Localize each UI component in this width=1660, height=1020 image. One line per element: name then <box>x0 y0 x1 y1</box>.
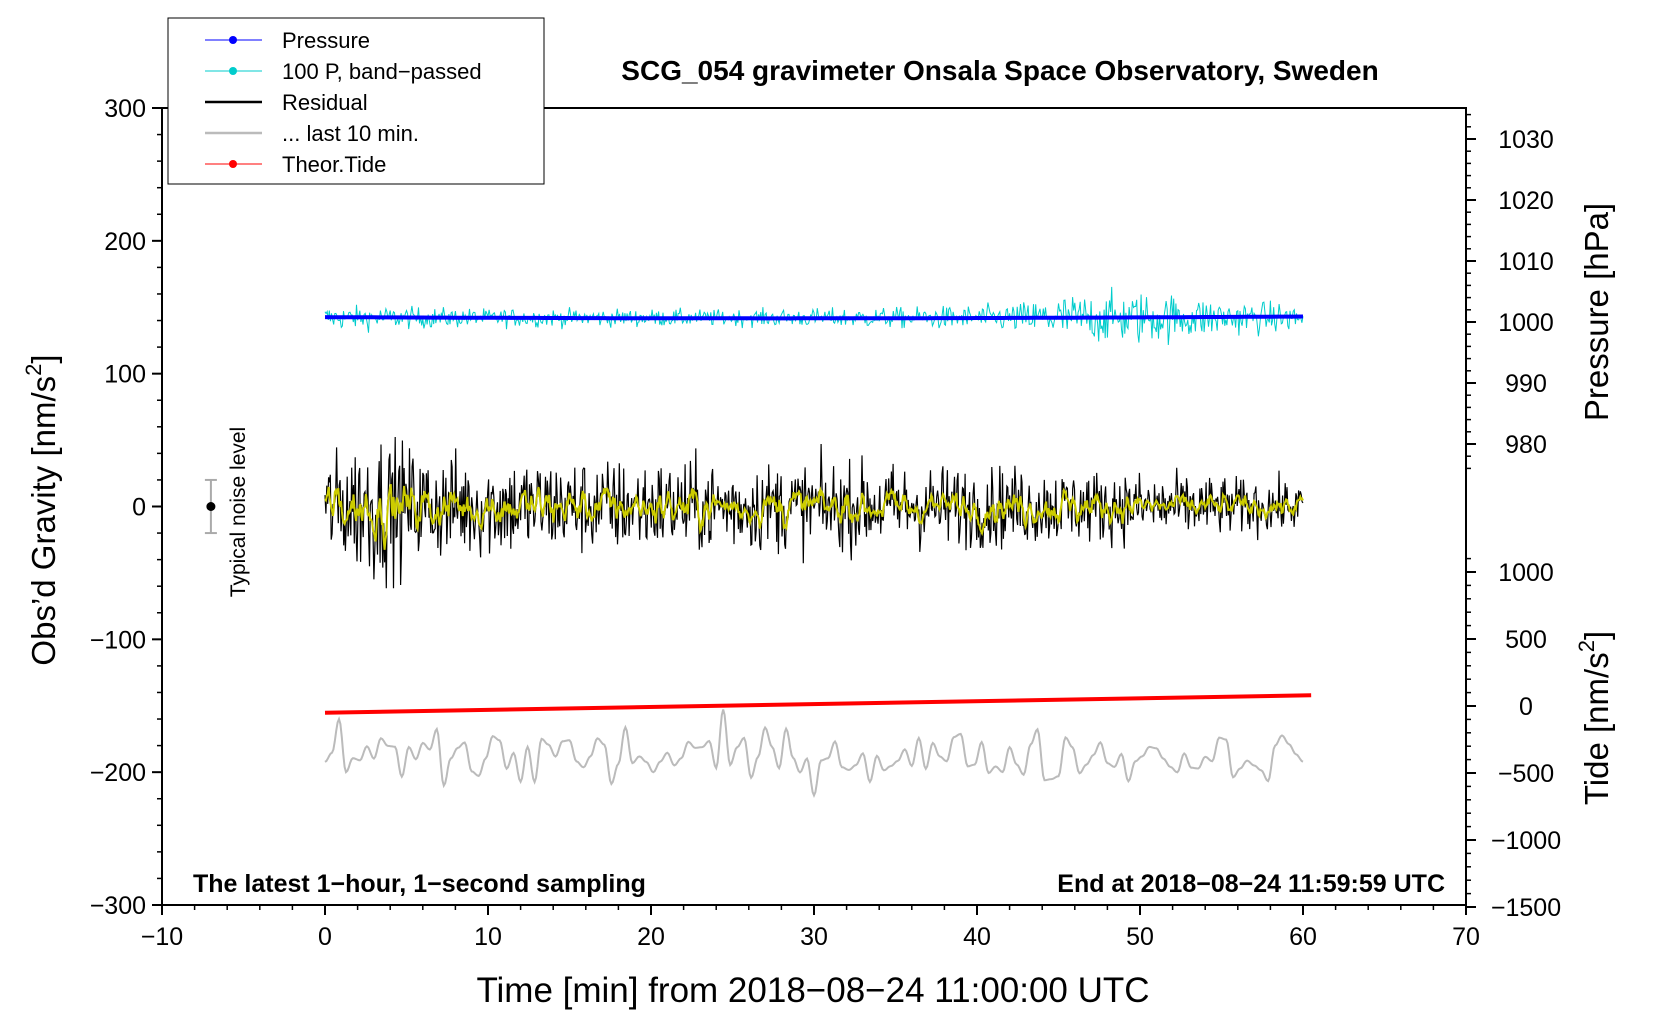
pressure-tick-label: 1010 <box>1498 248 1554 276</box>
pressure-tick-label: 990 <box>1505 370 1547 398</box>
y-axis-tide-label: Tide [nm/s2] <box>1574 631 1615 805</box>
x-axis: −10 0 10 20 30 40 50 60 70 <box>141 905 1480 951</box>
series-pressure <box>324 314 1304 321</box>
legend: Pressure 100 P, band−passed Residual ... la… <box>167 17 545 185</box>
x-tick-label: 10 <box>474 923 502 951</box>
y-left-tick-label: 0 <box>132 494 146 522</box>
noise-indicator-label: Typical noise level <box>227 427 250 597</box>
y-axis-left: 300 200 100 0 −100 −200 −300 <box>90 95 162 920</box>
tide-label-sup: 2 <box>1574 640 1599 652</box>
noise-center-dot <box>206 502 216 511</box>
y-left-label-text: Obs’d Gravity [nm/s <box>25 376 62 666</box>
tide-tick-label: 0 <box>1519 693 1533 721</box>
legend-swatch-marker <box>229 67 237 75</box>
y-left-label-sup: 2 <box>21 364 46 376</box>
legend-swatch-marker <box>229 160 237 168</box>
x-axis-label: Time [min] from 2018−08−24 11:00:00 UTC <box>476 971 1149 1010</box>
tide-tick-label: −500 <box>1498 760 1554 788</box>
x-tick-label: 50 <box>1126 923 1154 951</box>
tide-tick-label: 1000 <box>1498 559 1554 587</box>
legend-label: ... last 10 min. <box>282 121 419 146</box>
tide-label-close: ] <box>1578 631 1615 640</box>
legend-box <box>167 17 545 185</box>
tide-label-text: Tide [nm/s <box>1578 652 1615 805</box>
y-left-tick-label: −200 <box>90 759 146 787</box>
annotation-end-time: End at 2018−08−24 11:59:59 UTC <box>1057 870 1445 898</box>
y-left-tick-label: −300 <box>90 892 146 920</box>
y-left-tick-label: 100 <box>104 361 146 389</box>
x-tick-label: 20 <box>637 923 665 951</box>
pressure-tick-label: 1000 <box>1498 309 1554 337</box>
x-tick-label: 0 <box>318 923 332 951</box>
series-layer <box>324 286 1312 798</box>
legend-swatch-marker <box>229 36 237 44</box>
y-left-tick-label: −100 <box>90 626 146 654</box>
legend-label: 100 P, band−passed <box>282 59 482 84</box>
x-tick-label: 30 <box>800 923 828 951</box>
pressure-tick-label: 1020 <box>1498 187 1554 215</box>
x-tick-label: 40 <box>963 923 991 951</box>
legend-label: Theor.Tide <box>282 152 386 177</box>
tide-tick-label: 500 <box>1505 626 1547 654</box>
y-axis-tide: 1000 500 0 −500 −1000 −1500 <box>1466 557 1561 922</box>
tide-tick-label: −1500 <box>1491 894 1561 922</box>
series-residual <box>324 436 1304 589</box>
noise-indicator <box>204 478 217 535</box>
series-theor-tide <box>324 693 1312 715</box>
x-tick-label: −10 <box>141 923 183 951</box>
legend-label: Residual <box>282 90 368 115</box>
y-left-tick-label: 200 <box>104 228 146 256</box>
pressure-tick-label: 1030 <box>1498 126 1554 154</box>
series-last-10-min <box>324 709 1304 798</box>
series-residual-filtered <box>324 484 1304 550</box>
y-axis-pressure-label: Pressure [hPa] <box>1578 203 1615 421</box>
pressure-tick-label: 980 <box>1505 431 1547 459</box>
legend-label: Pressure <box>282 28 370 53</box>
y-left-tick-label: 300 <box>104 95 146 123</box>
chart-title: SCG_054 gravimeter Onsala Space Observat… <box>621 55 1378 86</box>
annotation-sampling: The latest 1−hour, 1−second sampling <box>193 870 646 898</box>
x-tick-label: 60 <box>1289 923 1317 951</box>
tide-tick-label: −1000 <box>1491 827 1561 855</box>
y-axis-left-label: Obs’d Gravity [nm/s2] <box>21 354 62 665</box>
x-tick-label: 70 <box>1452 923 1480 951</box>
y-axis-pressure: 1030 1020 1010 1000 990 980 <box>1466 113 1554 470</box>
y-left-label-close: ] <box>25 354 62 363</box>
